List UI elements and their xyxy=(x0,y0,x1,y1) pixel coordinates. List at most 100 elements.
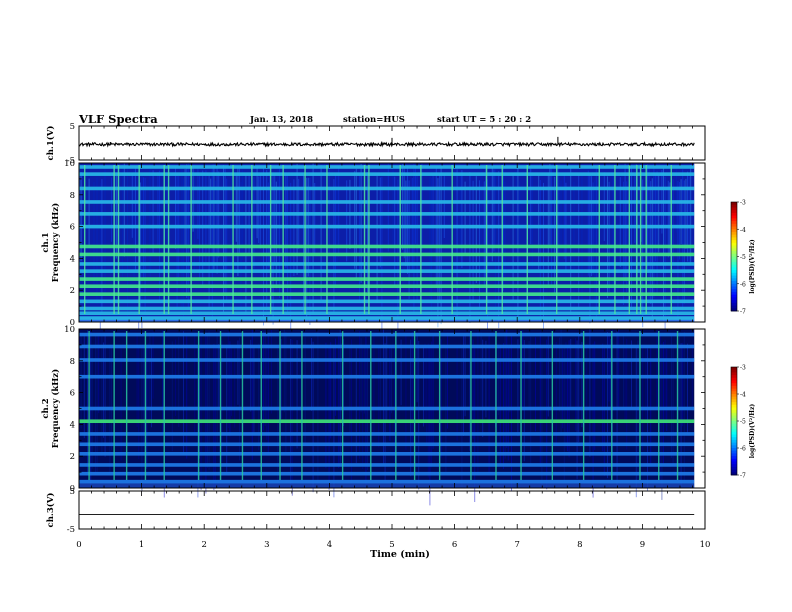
burst-line xyxy=(395,331,397,480)
noise-streak xyxy=(477,331,479,475)
panel-frame xyxy=(78,490,706,530)
colorbar-cell xyxy=(731,410,737,414)
noise-streak xyxy=(311,338,312,411)
colorbar-cell xyxy=(731,240,737,244)
burst-line xyxy=(368,165,370,314)
noise-streak xyxy=(383,329,384,465)
burst-line xyxy=(639,165,642,314)
frequency-band xyxy=(79,165,695,169)
burst-line xyxy=(628,165,631,314)
noise-streak xyxy=(186,164,188,299)
noise-streak xyxy=(424,343,426,425)
noise-streak xyxy=(235,173,237,242)
y-tick-label: -5 xyxy=(67,525,75,535)
colorbar-cell xyxy=(731,223,737,227)
frequency-band xyxy=(79,269,695,273)
noise-streak xyxy=(213,164,215,270)
colorbar-cell xyxy=(731,461,737,465)
noise-streak xyxy=(688,176,690,264)
noise-streak xyxy=(456,346,458,441)
noise-streak xyxy=(183,331,184,456)
noise-streak xyxy=(680,179,682,245)
noise-streak xyxy=(192,165,194,232)
noise-streak xyxy=(672,345,674,466)
colorbar-cell xyxy=(731,418,737,422)
waveform-trace xyxy=(79,140,695,148)
burst-line xyxy=(232,165,234,314)
noise-streak xyxy=(563,347,565,483)
noise-streak xyxy=(231,348,232,416)
noise-streak xyxy=(135,166,136,271)
burst-line xyxy=(260,331,262,480)
colorbar-cell xyxy=(731,256,737,260)
noise-streak xyxy=(407,165,408,275)
noise-streak xyxy=(181,164,183,314)
colorbar-cell xyxy=(731,367,737,371)
noise-streak xyxy=(272,173,274,325)
noise-streak xyxy=(562,348,564,429)
burst-line xyxy=(197,331,200,480)
noise-streak xyxy=(152,170,154,254)
noise-streak xyxy=(123,163,125,257)
burst-line xyxy=(269,165,272,314)
noise-streak xyxy=(111,177,112,242)
noise-streak xyxy=(683,180,685,304)
frequency-band xyxy=(79,442,695,447)
frequency-band xyxy=(79,374,695,379)
noise-streak xyxy=(343,339,344,427)
noise-streak xyxy=(186,333,188,459)
colorbar-tick-label: -6 xyxy=(740,446,746,453)
noise-streak xyxy=(669,182,671,256)
noise-streak xyxy=(287,174,288,314)
noise-streak xyxy=(400,339,402,406)
colorbar-cell xyxy=(731,231,737,236)
noise-streak xyxy=(416,174,418,300)
noise-streak xyxy=(687,343,688,435)
noise-streak xyxy=(589,174,591,324)
figure-title: VLF Spectra xyxy=(79,112,158,126)
burst-line xyxy=(420,165,422,314)
colorbar-cell xyxy=(731,270,737,274)
colorbar-cell xyxy=(731,229,737,233)
burst-line xyxy=(556,165,558,314)
noise-streak xyxy=(495,167,496,310)
noise-streak xyxy=(667,180,669,258)
noise-streak xyxy=(523,339,525,462)
frequency-band xyxy=(79,284,695,289)
noise-streak xyxy=(447,332,448,429)
colorbar-cell xyxy=(731,212,737,217)
colorbar-cell xyxy=(731,210,737,214)
y-axis-label: ch.3(V) xyxy=(45,493,56,528)
noise-streak xyxy=(330,342,332,439)
noise-streak xyxy=(472,339,474,439)
burst-line xyxy=(614,165,616,314)
noise-streak xyxy=(619,177,621,268)
noise-streak xyxy=(391,346,392,414)
noise-streak xyxy=(432,175,434,246)
colorbar-cell xyxy=(731,396,737,400)
noise-streak xyxy=(397,179,399,337)
noise-streak xyxy=(349,345,351,435)
colorbar-cell xyxy=(731,434,737,438)
colorbar-cell xyxy=(731,283,737,287)
y-tick-label: 5 xyxy=(70,122,75,132)
noise-streak xyxy=(162,330,164,433)
y-tick-label: 4 xyxy=(70,254,75,264)
noise-streak xyxy=(253,177,255,269)
noise-streak xyxy=(503,343,504,469)
noise-streak xyxy=(589,329,591,457)
colorbar-label: log(PSD)(V²/Hz) xyxy=(749,239,756,294)
noise-streak xyxy=(122,163,124,277)
noise-streak xyxy=(563,173,565,260)
colorbar-cell xyxy=(731,237,737,241)
burst-line xyxy=(399,165,401,314)
noise-streak xyxy=(355,168,357,278)
noise-streak xyxy=(274,174,276,265)
frequency-band xyxy=(79,292,695,296)
noise-streak xyxy=(559,176,560,263)
station-label: station=HUS xyxy=(343,115,405,125)
noise-streak xyxy=(578,332,580,443)
colorbar-cell xyxy=(731,442,737,446)
noise-streak xyxy=(581,341,583,428)
